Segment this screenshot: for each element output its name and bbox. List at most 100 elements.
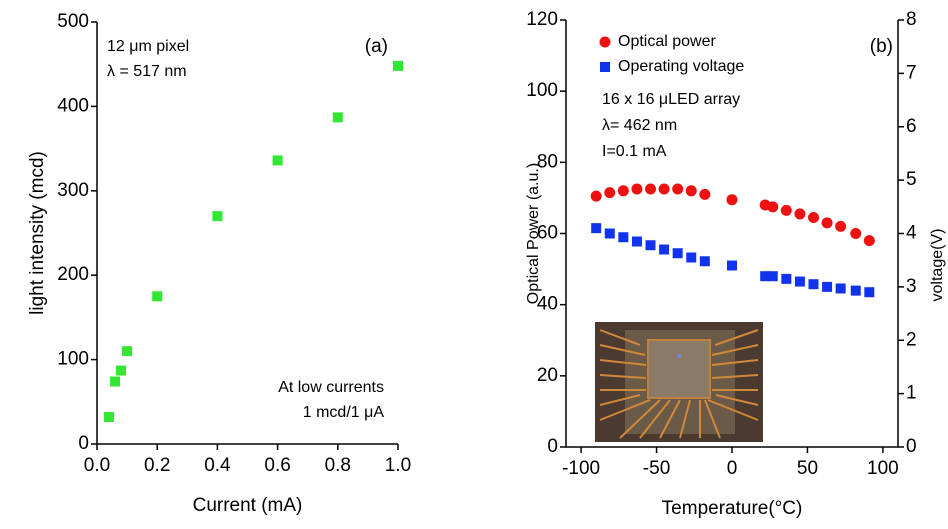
y2-tick-label: 4 (906, 223, 917, 244)
point (617, 185, 629, 197)
y-tick-label: 400 (57, 95, 89, 116)
point (850, 228, 862, 239)
y2-tick-label: 1 (906, 383, 917, 404)
point (863, 235, 875, 247)
x-tick-label: 0 (727, 458, 738, 479)
y-tick-label: 20 (537, 365, 558, 386)
point (672, 183, 684, 195)
point (604, 228, 615, 239)
point (104, 411, 115, 422)
point (672, 248, 683, 259)
point (767, 201, 779, 213)
y-tick-label: 300 (57, 180, 89, 201)
point (760, 271, 771, 282)
y-tick-label: 120 (526, 9, 558, 30)
y-tick-label: 60 (537, 223, 558, 244)
point (645, 183, 657, 195)
point (781, 273, 792, 284)
point (116, 365, 127, 376)
point (727, 260, 737, 271)
point (591, 223, 602, 234)
y2-tick-label: 3 (906, 276, 917, 297)
annotation: λ = 517 nm (107, 63, 187, 80)
y2-tick-label: 7 (906, 62, 917, 83)
inset-photo (595, 322, 763, 442)
point (699, 188, 711, 200)
annotation: (b) (870, 36, 893, 57)
legend-marker (599, 36, 611, 48)
panel: 0.0 0.2 0.4 0.6 0.8 1.0 0 100 200 300 400 500 Curren… (27, 11, 411, 516)
x-tick-label: 0.0 (84, 455, 110, 476)
point (835, 220, 847, 232)
annotation: 12 μm pixel (107, 38, 189, 55)
point (767, 271, 778, 282)
point (645, 240, 656, 251)
point (794, 276, 805, 287)
point (110, 376, 121, 387)
y2-tick-label: 5 (906, 169, 917, 190)
point (631, 183, 643, 195)
y2-tick-label: 0 (906, 436, 917, 457)
x-tick-label: 0.8 (325, 455, 351, 476)
point (604, 187, 616, 199)
x-axis-label: Current (mA) (193, 495, 303, 516)
point (122, 346, 133, 357)
point (808, 279, 819, 290)
x-tick-label: 50 (797, 458, 818, 479)
y2-tick-label: 2 (906, 329, 917, 350)
y2-axis-label: voltage(V) (929, 229, 946, 302)
y-tick-label: 40 (537, 294, 558, 315)
y-axis-label: Optical Power (a.u.) (525, 163, 542, 304)
x-tick-label: 0.2 (144, 455, 170, 476)
point (835, 283, 846, 294)
panel: -100 -50 0 50 100 0 20 40 60 80 100 120 0 1 2 3 4 5 6 7 8 Tem… (525, 9, 946, 519)
point (658, 183, 670, 195)
y-tick-label: 200 (57, 264, 89, 285)
point (272, 155, 283, 166)
point (332, 112, 343, 123)
x-tick-label: 0.6 (264, 455, 290, 476)
y-tick-label: 100 (526, 80, 558, 101)
point (807, 211, 819, 223)
annotation: (a) (365, 36, 388, 57)
y-tick-label: 500 (57, 11, 89, 32)
x-tick-label: -50 (643, 458, 670, 479)
y-tick-label: 0 (547, 436, 558, 457)
y-tick-label: 100 (57, 349, 89, 370)
point (590, 190, 602, 202)
legend-label: Optical power (618, 33, 716, 50)
point (821, 217, 833, 229)
point (618, 232, 629, 243)
point (726, 194, 738, 206)
point (850, 285, 861, 296)
legend-marker (600, 62, 610, 72)
x-tick-label: -100 (562, 458, 600, 479)
point (780, 204, 792, 216)
point (631, 236, 642, 247)
point (212, 211, 223, 222)
y-axis-label: light intensity (mcd) (27, 151, 48, 315)
annotation: λ= 462 nm (602, 117, 677, 134)
annotation: I=0.1 mA (602, 143, 667, 160)
point (393, 60, 403, 71)
point (686, 252, 697, 263)
y-tick-label: 0 (78, 433, 89, 454)
y-tick-label: 80 (537, 151, 558, 172)
point (822, 281, 833, 292)
point (685, 185, 697, 197)
x-tick-label: 100 (867, 458, 899, 479)
point (659, 244, 670, 255)
point (699, 256, 710, 267)
x-axis-label: Temperature(°C) (662, 498, 803, 519)
x-tick-label: 0.4 (204, 455, 231, 476)
point (794, 208, 806, 220)
y2-tick-label: 8 (906, 9, 917, 30)
annotation: 1 mcd/1 μA (303, 404, 385, 421)
annotation: 16 x 16 μLED array (602, 91, 740, 108)
legend-label: Operating voltage (618, 58, 744, 75)
point (864, 287, 875, 298)
annotation: At low currents (278, 379, 384, 396)
x-tick-label: 1.0 (385, 455, 411, 476)
y2-tick-label: 6 (906, 116, 917, 137)
